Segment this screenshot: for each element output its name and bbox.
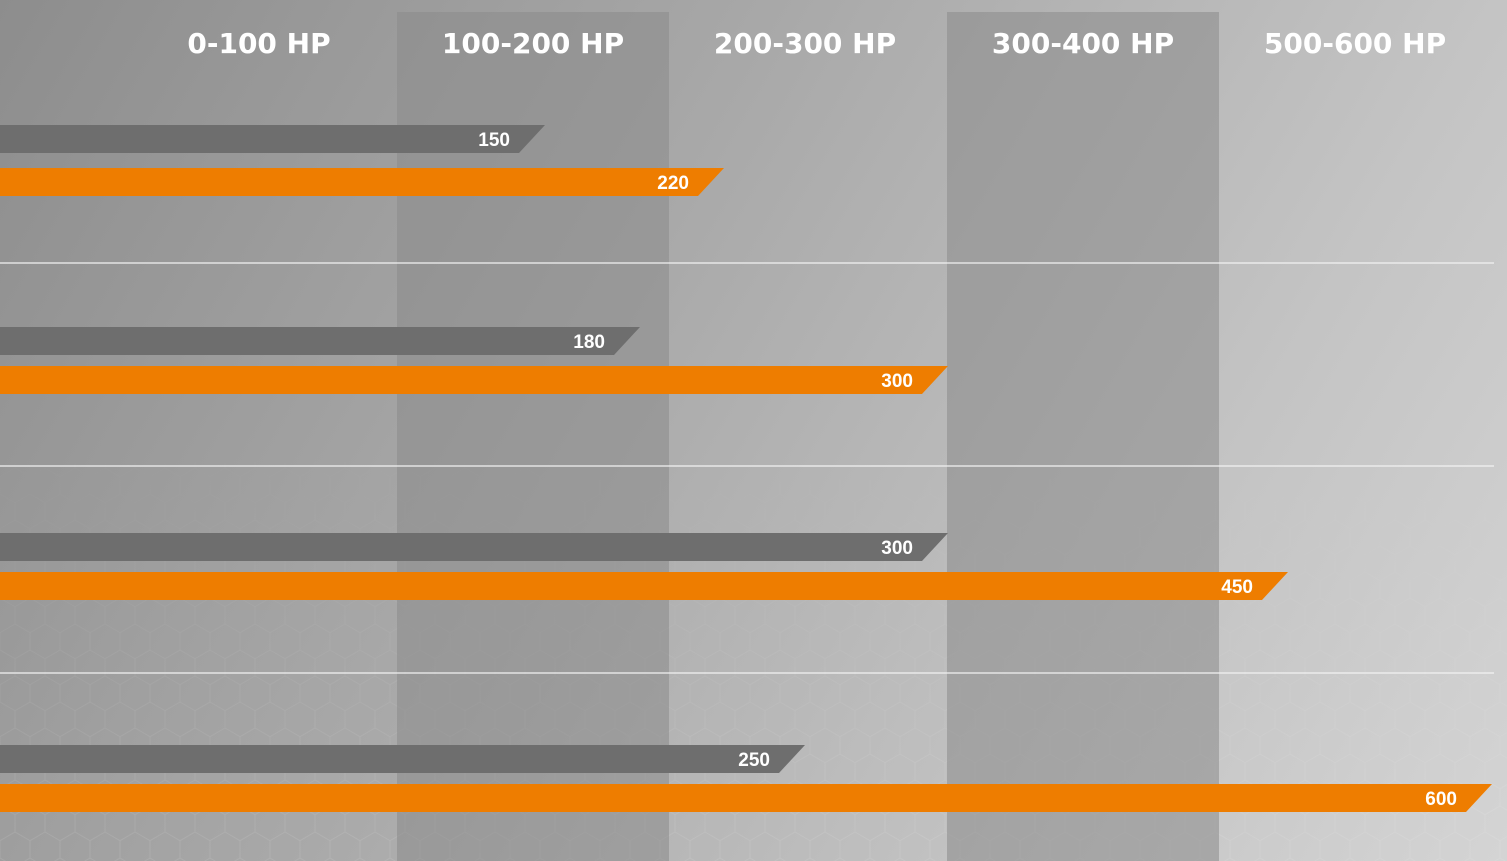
bar <box>0 168 724 196</box>
bar-value-label: 180 <box>573 332 605 353</box>
bar-value-label: 450 <box>1221 577 1253 598</box>
column-header: 0-100 HP <box>187 27 330 60</box>
bar <box>0 327 640 355</box>
shaded-column-3 <box>947 12 1219 861</box>
bar-value-label: 150 <box>478 130 510 151</box>
bar <box>0 784 1492 812</box>
shaded-column-1 <box>397 12 669 861</box>
bar <box>0 745 805 773</box>
column-header: 200-300 HP <box>714 27 896 60</box>
column-headers: 0-100 HP 100-200 HP 200-300 HP 300-400 HP 50… <box>187 27 1446 60</box>
bars: 150 220 180 300 300 450 250 600 <box>0 125 1492 812</box>
bar-value-label: 300 <box>881 371 913 392</box>
bar <box>0 366 948 394</box>
bar <box>0 572 1288 600</box>
bar <box>0 533 948 561</box>
bar <box>0 125 545 153</box>
group-dividers <box>0 262 1494 674</box>
bar-value-label: 250 <box>738 750 770 771</box>
bar-value-label: 220 <box>657 173 689 194</box>
column-header: 100-200 HP <box>442 27 624 60</box>
column-header: 500-600 HP <box>1264 27 1446 60</box>
bar-value-label: 300 <box>881 538 913 559</box>
shaded-columns <box>397 12 1219 861</box>
column-header: 300-400 HP <box>992 27 1174 60</box>
bar-value-label: 600 <box>1425 789 1457 810</box>
